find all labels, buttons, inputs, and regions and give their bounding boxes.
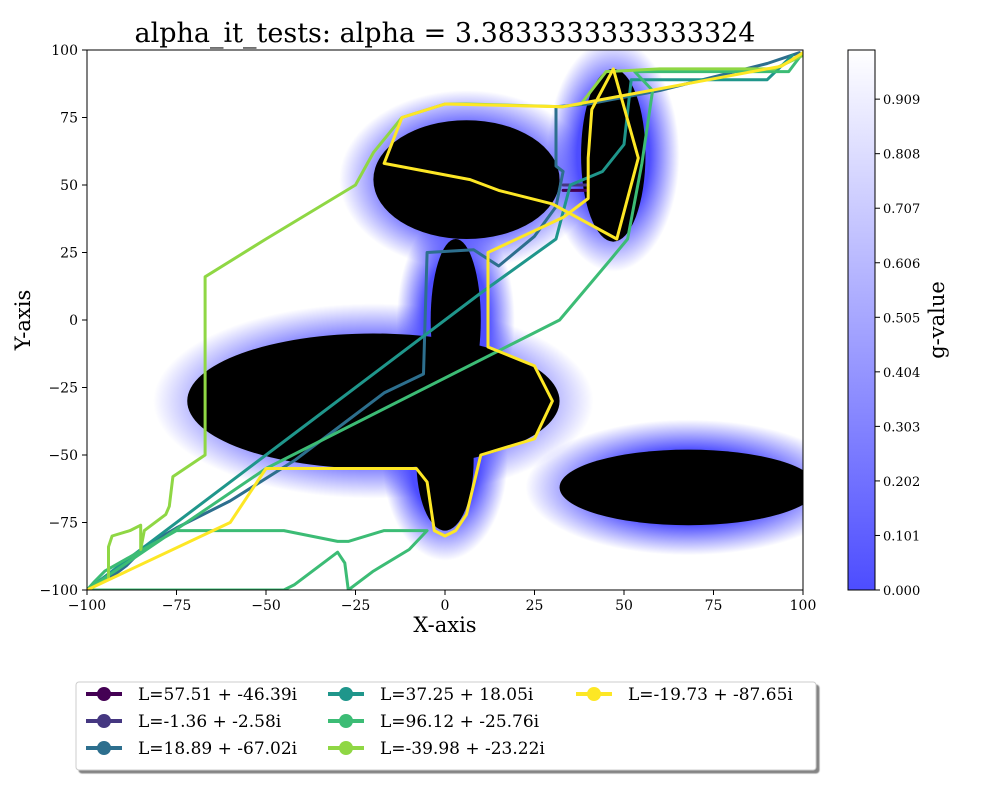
colorbar-tick-label: 0.101 <box>883 529 920 544</box>
colorbar-ticks: 0.000 0.101 0.202 0.303 0.404 0.505 0.606 0.707… <box>875 93 920 599</box>
x-tick-label: −75 <box>162 598 192 614</box>
obstacle <box>430 239 481 401</box>
obstacle <box>581 68 646 242</box>
y-tick-label: 75 <box>60 111 78 127</box>
y-tick-label: −25 <box>48 381 78 397</box>
y-tick-label: −50 <box>48 448 78 464</box>
legend-label: L=37.25 + 18.05i <box>380 685 534 705</box>
legend-item: L=96.12 + -25.76i <box>328 712 540 732</box>
legend-box <box>75 681 817 771</box>
colorbar-label: g-value <box>925 281 949 359</box>
legend-item: L=-1.36 + -2.58i <box>86 712 282 732</box>
y-tick-label: 100 <box>51 43 78 59</box>
y-axis-ticks: −100 −75 −50 −25 0 25 50 75 100 <box>40 43 87 599</box>
colorbar-tick-label: 0.202 <box>883 475 920 490</box>
legend-marker <box>97 741 111 755</box>
legend-marker <box>339 714 353 728</box>
series-line <box>87 53 794 590</box>
legend-label: L=57.51 + -46.39i <box>138 685 298 705</box>
series-line <box>87 51 803 590</box>
x-axis-ticks: −100 −75 −50 −25 0 25 50 75 100 <box>68 590 817 614</box>
y-tick-label: 0 <box>69 313 78 329</box>
x-tick-label: 50 <box>615 598 633 614</box>
legend-marker <box>339 687 353 701</box>
x-axis-label: X-axis <box>413 613 476 637</box>
colorbar-tick-label: 0.404 <box>883 366 920 381</box>
y-tick-label: 50 <box>60 178 78 194</box>
legend-label: L=-19.73 + -87.65i <box>628 685 793 705</box>
legend-label: L=-39.98 + -23.22i <box>380 739 545 759</box>
legend-marker <box>97 687 111 701</box>
legend-marker <box>587 687 601 701</box>
obstacle <box>416 390 474 531</box>
colorbar-tick-label: 0.707 <box>883 202 920 217</box>
colorbar-tick-label: 0.505 <box>883 311 920 326</box>
x-tick-label: −25 <box>341 598 371 614</box>
x-tick-label: −100 <box>68 598 106 614</box>
x-tick-label: −50 <box>251 598 281 614</box>
x-tick-label: 100 <box>790 598 817 614</box>
y-axis-label: Y-axis <box>11 290 35 352</box>
legend-label: L=96.12 + -25.76i <box>380 712 540 732</box>
legend-label: L=-1.36 + -2.58i <box>138 712 282 732</box>
legend: L=57.51 + -46.39i L=-1.36 + -2.58i L=18.89… <box>75 681 817 771</box>
legend-item: L=-39.98 + -23.22i <box>328 739 545 759</box>
colorbar-tick-label: 0.909 <box>883 93 920 108</box>
colorbar-gradient <box>847 49 876 591</box>
legend-item: L=-19.73 + -87.65i <box>576 685 793 705</box>
legend-item: L=57.51 + -46.39i <box>86 685 298 705</box>
obstacle <box>559 449 803 526</box>
colorbar-tick-label: 0.303 <box>883 420 920 435</box>
colorbar-tick-label: 0.000 <box>883 584 920 599</box>
legend-marker <box>97 714 111 728</box>
legend-label: L=18.89 + -67.02i <box>138 739 298 759</box>
colorbar-tick-label: 0.606 <box>883 257 920 272</box>
x-tick-label: 0 <box>441 598 450 614</box>
y-tick-label: −100 <box>40 583 78 599</box>
y-tick-label: −75 <box>48 516 78 532</box>
y-tick-label: 25 <box>60 246 78 262</box>
legend-item: L=37.25 + 18.05i <box>328 685 534 705</box>
series-line <box>87 51 803 590</box>
chart-title: alpha_it_tests: alpha = 3.38333333333333… <box>135 18 756 49</box>
colorbar: 0.000 0.101 0.202 0.303 0.404 0.505 0.606 0.707… <box>847 49 949 599</box>
x-tick-label: 75 <box>705 598 723 614</box>
colorbar-tick-label: 0.808 <box>883 148 920 163</box>
legend-marker <box>339 741 353 755</box>
legend-item: L=18.89 + -67.02i <box>86 739 298 759</box>
x-tick-label: 25 <box>526 598 544 614</box>
series-lines <box>87 51 803 590</box>
plot-area <box>87 50 803 590</box>
